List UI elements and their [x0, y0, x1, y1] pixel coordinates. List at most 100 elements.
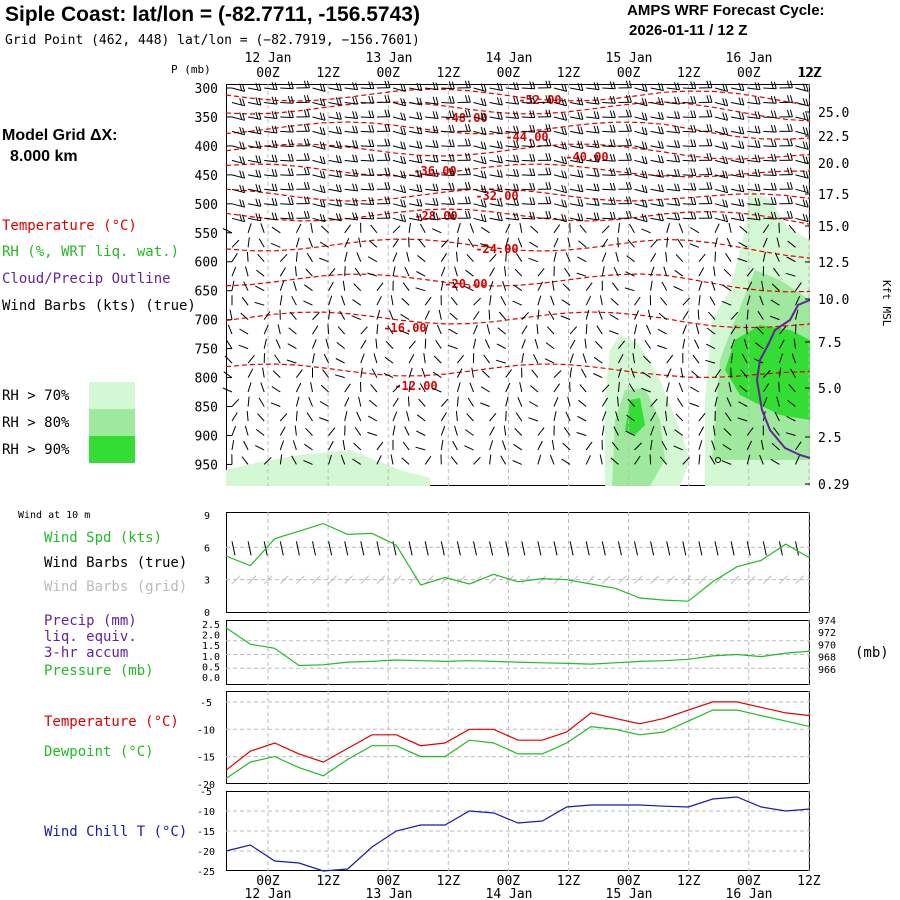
top-hour-label: 12Z	[316, 66, 340, 81]
wind-barb-flag	[322, 156, 326, 164]
wind-barb	[270, 402, 281, 407]
legend-precip: Precip (mm)	[44, 613, 137, 629]
wind-barb	[617, 367, 622, 378]
wind-barb-flag	[677, 140, 681, 148]
surface-wind-barb-grid	[650, 575, 659, 585]
legend-wind-chill: Wind Chill T (°C)	[44, 824, 188, 840]
wind-barb	[615, 411, 619, 422]
wind-barb	[464, 285, 474, 292]
wind-barb	[747, 87, 761, 91]
wind-barb-flag	[770, 211, 774, 219]
wind-barb	[586, 217, 600, 221]
legend-precip-accum: 3-hr accum	[44, 645, 129, 661]
wind-barb	[295, 223, 302, 234]
wind-barb-flag	[516, 140, 520, 148]
wind-barb	[489, 412, 497, 422]
wind-barb-flag	[709, 210, 713, 219]
wind-barb-flag	[722, 112, 726, 120]
wind-barb	[613, 426, 619, 436]
wind-barb-flag	[516, 111, 520, 119]
wind-barb-flag	[255, 213, 259, 221]
wind-barb-flag	[561, 112, 565, 120]
wind-barb	[231, 266, 237, 277]
wind-barb	[763, 130, 777, 133]
wind-barb-flag	[741, 184, 745, 192]
wind-barb-flag	[706, 167, 710, 175]
wind-barb	[601, 238, 609, 248]
wind-barb	[425, 159, 439, 163]
wind-barb	[291, 455, 297, 465]
top-day-label: 13 Jan	[366, 51, 413, 66]
wind-barb	[263, 338, 267, 349]
wind-barb-flag	[368, 95, 372, 104]
wind-barb	[222, 228, 233, 234]
wind-barb	[483, 354, 491, 364]
wind-barb	[473, 311, 480, 320]
wind-barb	[376, 309, 381, 320]
top-day-label: 15 Jan	[606, 51, 653, 66]
wind-barb	[263, 456, 272, 465]
wind-barb-flag	[545, 167, 549, 175]
wind-barb-flag	[754, 183, 758, 191]
isotherm-line	[225, 121, 811, 140]
pressure-unit-label: (mb)	[855, 645, 889, 661]
wind-barb-flag	[258, 199, 262, 207]
wind-barb	[416, 414, 426, 422]
wind-barb	[647, 309, 652, 320]
rh80-label: RH > 80%	[2, 415, 70, 431]
legend-rh: RH (%, WRT liq. wat.)	[2, 244, 180, 260]
wind-barb-flag	[499, 199, 503, 207]
wind-barb	[417, 255, 426, 263]
wind-barb	[400, 313, 410, 321]
wind-barb	[408, 354, 415, 364]
surface-wind-barb	[505, 541, 510, 556]
wind-barb-flag	[612, 124, 616, 133]
wind-barb-flag	[513, 82, 517, 90]
surface-wind-barb	[279, 541, 284, 556]
wind-barb-flag	[625, 210, 629, 219]
wind-barb	[409, 217, 422, 222]
wind-barb	[731, 188, 744, 193]
wind-barb-flag	[432, 197, 436, 206]
wind-barb	[409, 188, 422, 193]
wind-barb	[617, 396, 619, 407]
windchill-ytick-label: -25	[197, 867, 215, 878]
legend-wind-barbs-grid: Wind Barbs (grid)	[44, 579, 188, 595]
wind-barb-flag	[258, 213, 262, 221]
wind-barb-flag	[609, 81, 613, 89]
wind-barb	[231, 174, 245, 179]
wind-barb	[746, 281, 753, 291]
wind-barb	[534, 338, 539, 349]
wind-barb-flag	[644, 113, 648, 121]
wind-barb-flag	[322, 214, 326, 222]
wind-barb	[435, 340, 442, 349]
wind-barb-flag	[239, 112, 243, 120]
wind-barb-flag	[355, 212, 359, 221]
wind-barb-flag	[290, 182, 294, 191]
wind-speed-line	[225, 522, 811, 602]
wind-barb	[785, 272, 796, 277]
temp-ytick-label: -10	[197, 725, 215, 736]
wind-barb-flag	[773, 211, 777, 220]
wind-barb-flag	[499, 126, 503, 135]
rh70-swatch	[89, 382, 135, 409]
wind-barb	[450, 456, 458, 465]
wind-barb-flag	[770, 81, 774, 89]
wind-barb-flag	[757, 111, 761, 119]
wind-barb-flag	[725, 142, 729, 150]
wind-barb	[272, 370, 281, 378]
wind-barb-flag	[338, 112, 342, 120]
wind-barb-flag	[805, 84, 809, 92]
wind-barb-flag	[355, 125, 359, 134]
wind-barb	[569, 339, 576, 349]
wind-barb	[328, 145, 342, 149]
wind-barb-flag	[674, 154, 678, 162]
wind-barb-flag	[319, 112, 323, 120]
wind-barb	[489, 253, 497, 263]
wind-barb-flag	[593, 168, 597, 177]
wind-barb	[360, 87, 374, 90]
wind-barb-flag	[596, 169, 600, 177]
wind-barb-flag	[609, 153, 613, 162]
wind-barb-flag	[271, 125, 275, 133]
wind-barb	[344, 251, 348, 262]
